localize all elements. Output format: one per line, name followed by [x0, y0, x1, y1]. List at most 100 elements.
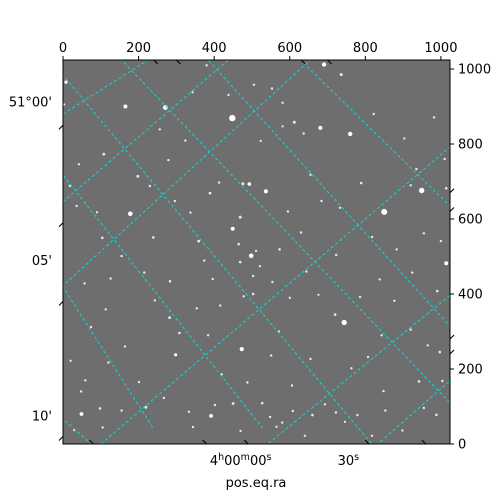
world-tick-8: [421, 439, 427, 445]
star-65: [242, 295, 245, 298]
star-130: [443, 157, 446, 161]
star-139: [109, 277, 112, 280]
star-40: [254, 249, 258, 253]
star-9: [270, 87, 274, 90]
star-30: [128, 211, 133, 217]
star-112: [89, 325, 93, 329]
star-62: [168, 316, 172, 319]
world-tick-14: [449, 207, 455, 212]
star-136: [173, 199, 177, 203]
star-10: [292, 120, 296, 124]
star-69: [246, 381, 249, 384]
star-19: [217, 181, 221, 184]
star-79: [384, 409, 387, 412]
star-39: [248, 253, 254, 259]
star-125: [227, 93, 230, 97]
star-115: [143, 271, 146, 274]
right-tick-label: 600: [458, 213, 483, 228]
star-52: [422, 232, 426, 235]
star-55: [317, 293, 320, 296]
x-axis-title: pos.eq.ra: [226, 476, 287, 491]
grid-line-3: [120, 60, 450, 404]
star-142: [393, 299, 396, 302]
star-70: [290, 384, 294, 387]
star-27: [419, 187, 425, 194]
star-46: [370, 235, 374, 239]
dec-tick-label-0: 51°00': [9, 96, 52, 111]
top-tick-label: 0: [59, 41, 67, 56]
star-31: [101, 236, 104, 240]
star-38: [238, 260, 242, 264]
right-tick-label: 0: [458, 438, 466, 453]
star-26: [381, 208, 388, 215]
star-75: [417, 380, 421, 383]
world-tick-4: [88, 439, 94, 445]
star-133: [320, 199, 323, 203]
star-118: [120, 254, 123, 258]
top-tick-label: 1000: [424, 41, 457, 56]
star-107: [370, 434, 374, 437]
star-54: [358, 295, 362, 299]
star-21: [241, 182, 245, 186]
right-tick-label: 1000: [458, 63, 491, 78]
star-106: [401, 429, 404, 432]
star-37: [237, 242, 240, 246]
star-78: [441, 379, 444, 383]
star-147: [206, 334, 210, 337]
star-42: [251, 274, 255, 278]
star-67: [239, 347, 244, 352]
star-47: [395, 248, 398, 251]
star-32: [152, 236, 155, 239]
star-57: [333, 313, 337, 316]
star-89: [209, 414, 214, 418]
star-96: [69, 359, 72, 362]
star-13: [302, 132, 305, 135]
star-44: [299, 231, 303, 234]
star-138: [75, 204, 78, 208]
world-axes: 4h00m00s 30s 51°00' 05' 10': [9, 59, 455, 469]
star-121: [77, 163, 81, 166]
world-tick-5: [202, 439, 208, 445]
star-49: [435, 289, 439, 293]
star-58: [288, 296, 291, 299]
star-131: [409, 184, 412, 187]
star-134: [286, 210, 290, 213]
star-135: [189, 211, 192, 214]
image-frame: [62, 59, 451, 445]
star-86: [260, 401, 264, 405]
star-71: [309, 357, 312, 361]
star-126: [281, 101, 284, 105]
star-43: [278, 248, 281, 251]
star-8: [252, 83, 256, 87]
star-127: [372, 112, 375, 116]
star-116: [168, 280, 172, 283]
star-35: [197, 239, 201, 243]
star-77: [426, 344, 429, 347]
top-tick-label: 800: [353, 41, 378, 56]
star-18: [167, 158, 170, 162]
star-45: [335, 253, 338, 257]
star-88: [231, 402, 235, 405]
star-137: [148, 184, 152, 188]
star-33: [230, 226, 235, 231]
star-72: [350, 367, 353, 370]
star-41: [258, 265, 262, 268]
star-16: [102, 152, 106, 156]
star-15: [259, 139, 262, 143]
right-tick-label: 800: [458, 138, 483, 153]
world-tick-1: [58, 222, 64, 228]
star-36: [203, 259, 206, 262]
pixel-axes: 0 200 400 600 800 1000 0 200 400 600 800 1000: [59, 41, 491, 453]
star-140: [211, 277, 214, 281]
star-105: [435, 413, 438, 417]
star-25: [359, 181, 363, 185]
star-0: [64, 80, 68, 84]
world-tick-6: [243, 439, 249, 445]
star-1: [63, 103, 66, 106]
star-2: [123, 104, 128, 109]
star-74: [382, 389, 385, 393]
star-5: [321, 62, 327, 67]
world-tick-11: [300, 59, 306, 65]
star-124: [191, 91, 194, 94]
star-100: [191, 425, 195, 429]
